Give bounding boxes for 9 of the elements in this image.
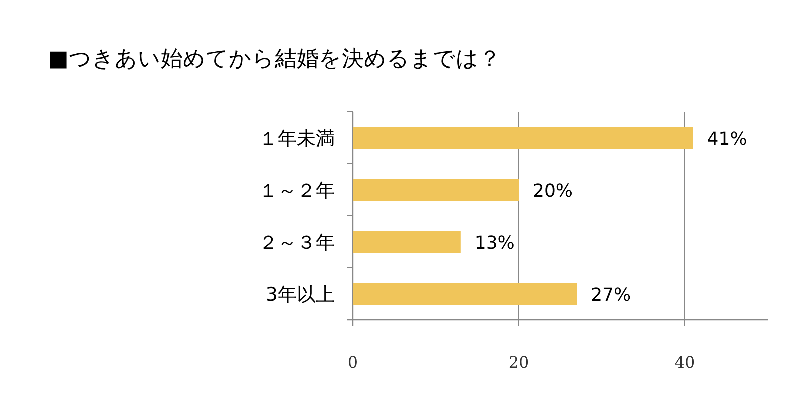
y-tick-label: ２～３年 [259,232,335,254]
data-label: 27% [591,285,632,306]
data-label: 13% [474,233,515,254]
y-tick-label: １年未満 [259,128,335,150]
data-label: 20% [533,181,574,202]
y-tick-label: 3年以上 [266,284,335,306]
chart-title: ■つきあい始めてから結婚を決めるまでは？ [48,47,501,72]
y-tick-label: １～２年 [259,180,335,202]
data-label: 41% [707,129,748,150]
